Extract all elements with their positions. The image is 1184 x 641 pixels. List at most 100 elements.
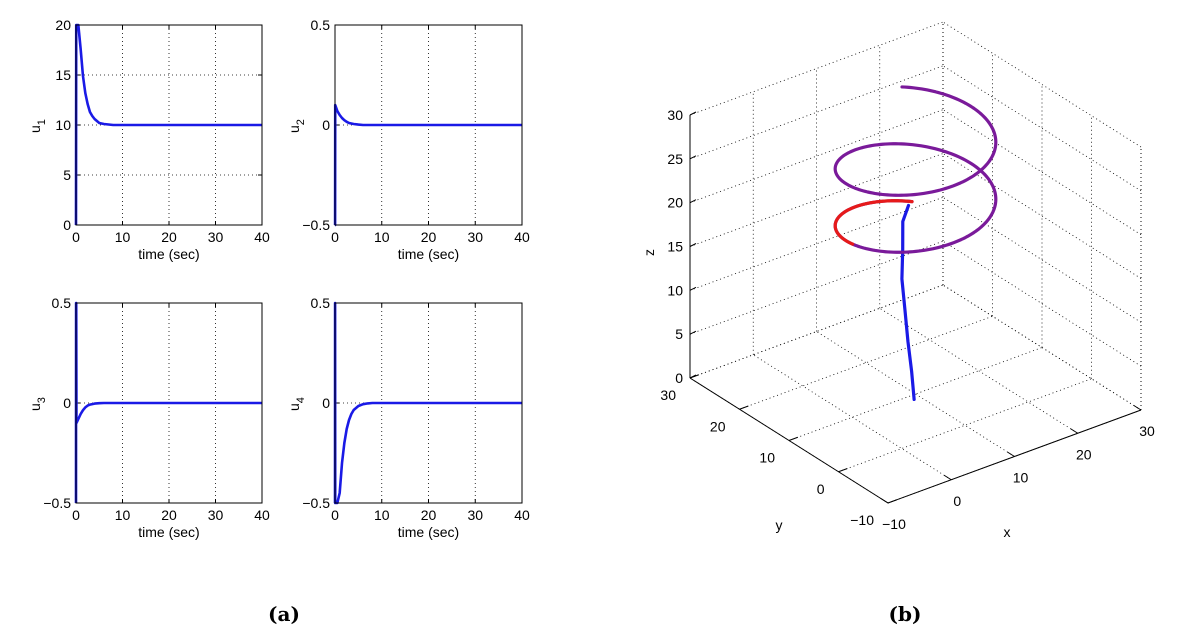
x-axis-label: time (sec)	[398, 524, 459, 540]
x-tick-label: 0	[72, 229, 80, 245]
y-tick-label: 0	[322, 117, 330, 133]
x-tick-label: 40	[514, 229, 530, 245]
y-tick-label: 10	[759, 450, 775, 466]
x-tick-mark	[880, 498, 889, 504]
z-tick-mark	[689, 111, 697, 116]
y-tick-mark	[788, 436, 799, 441]
x-tick-label: 20	[421, 229, 437, 245]
grid-back-z	[689, 153, 944, 247]
grid-back-z	[689, 284, 944, 379]
series-line-u4	[333, 301, 522, 505]
x-tick-label: 40	[514, 507, 530, 523]
series-line-u2	[333, 103, 522, 227]
x-tick-label: 10	[1013, 470, 1029, 486]
y-tick-label: 20	[55, 17, 71, 33]
z-tick-mark	[689, 243, 697, 247]
z-tick-mark	[689, 330, 697, 335]
x-tick-label: 10	[115, 229, 131, 245]
y-axis-label: u1	[27, 119, 48, 133]
grid-floor-y	[838, 378, 1092, 473]
y-tick-label: −0.5	[302, 495, 330, 511]
x-tick-label: 0	[953, 493, 961, 509]
trajectory-approach	[900, 203, 916, 402]
x-axis-label: time (sec)	[138, 524, 199, 540]
y-tick-label: 0	[63, 217, 71, 233]
y-tick-label: 0	[322, 395, 330, 411]
x-axis-label: time (sec)	[398, 246, 459, 262]
z-tick-mark	[689, 155, 697, 160]
x-tick-label: 20	[421, 507, 437, 523]
x-tick-mark	[944, 474, 952, 481]
x-tick-label: 20	[161, 507, 177, 523]
x-tick-label: 20	[1076, 446, 1092, 462]
z-tick-mark	[689, 286, 697, 291]
grid-side-z	[942, 65, 1142, 192]
y-axis-label: u3	[27, 397, 48, 411]
plot-frame	[75, 302, 263, 504]
y-tick-label: 0.5	[311, 17, 331, 33]
plot-frame	[75, 24, 263, 226]
z-tick-label: 25	[667, 151, 683, 167]
z-axis-label: z	[641, 249, 657, 256]
grid-floor-x	[816, 331, 1015, 457]
caption-b: (b)	[889, 602, 922, 626]
x-tick-label: 0	[331, 507, 339, 523]
grid-side-z	[942, 21, 1142, 148]
plot-frame	[334, 24, 523, 226]
grid-side-z	[942, 196, 1142, 323]
z-tick-label: 30	[667, 107, 683, 123]
x-tick-label: 30	[1139, 423, 1155, 439]
x-tick-label: 10	[374, 507, 390, 523]
y-tick-label: 5	[63, 167, 71, 183]
z-tick-mark	[689, 199, 697, 204]
y-tick-label: 0	[63, 395, 71, 411]
z-tick-label: 0	[675, 370, 683, 386]
series-line-u3	[74, 301, 262, 504]
x-axis-label: time (sec)	[138, 246, 199, 262]
x-tick-mark	[1070, 428, 1079, 434]
z-tick-label: 15	[667, 239, 683, 255]
x-tick-label: 20	[161, 229, 177, 245]
x-tick-label: −10	[882, 516, 906, 532]
grid-back-z	[689, 65, 944, 160]
y-tick-label: −0.5	[302, 217, 330, 233]
x-tick-label: 0	[72, 507, 80, 523]
x-tick-label: 10	[115, 507, 131, 523]
trajectory-reference	[833, 199, 914, 246]
trajectory-helix	[833, 85, 998, 254]
grid-back-z	[689, 196, 944, 291]
y-tick-label: 10	[55, 117, 71, 133]
grid-back-z	[689, 21, 944, 116]
y-tick-label: 30	[660, 387, 676, 403]
x-tick-mark	[1133, 405, 1142, 411]
z-tick-label: 10	[667, 282, 683, 298]
y-tick-label: 15	[55, 67, 71, 83]
grid-back-z	[689, 240, 944, 335]
x-tick-mark	[1007, 451, 1015, 457]
x-tick-label: 40	[254, 507, 270, 523]
y-tick-label: 0.5	[52, 295, 72, 311]
x-tick-label: 30	[467, 229, 483, 245]
plot-frame	[334, 302, 523, 504]
grid-floor-y	[788, 347, 1043, 441]
z-tick-label: 20	[667, 195, 683, 211]
y-tick-label: 0	[817, 481, 825, 497]
grid-back-z	[689, 109, 944, 204]
y-axis-label: u4	[286, 397, 307, 411]
y-tick-mark	[739, 405, 749, 410]
x-tick-label: 40	[254, 229, 270, 245]
y-tick-mark	[887, 499, 898, 504]
x-tick-label: 10	[374, 229, 390, 245]
grid-side-z	[942, 153, 1142, 279]
y-axis-label: u2	[286, 119, 307, 133]
x-tick-label: 30	[208, 229, 224, 245]
grid-floor-x	[879, 307, 1078, 434]
y-tick-mark	[838, 468, 848, 473]
z-tick-label: 5	[675, 326, 683, 342]
